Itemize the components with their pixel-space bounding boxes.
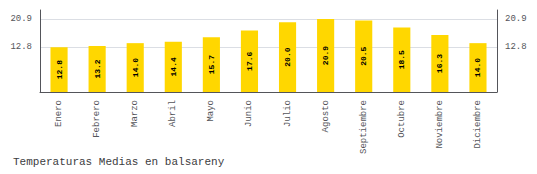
svg-text:20.5: 20.5 (359, 46, 368, 65)
svg-text:Marzo: Marzo (130, 100, 140, 127)
svg-text:20.9: 20.9 (505, 14, 527, 24)
svg-text:Temperaturas Medias en balsare: Temperaturas Medias en balsareny (13, 156, 225, 168)
svg-text:Noviembre: Noviembre (435, 100, 445, 149)
svg-text:Mayo: Mayo (206, 100, 216, 122)
svg-text:20.9: 20.9 (321, 46, 330, 65)
svg-text:12.8: 12.8 (55, 60, 64, 79)
svg-text:Julio: Julio (283, 100, 293, 127)
svg-text:Enero: Enero (54, 100, 64, 127)
svg-text:Junio: Junio (244, 100, 254, 127)
svg-text:Abril: Abril (168, 100, 178, 127)
svg-text:16.3: 16.3 (435, 54, 444, 73)
svg-text:14.0: 14.0 (131, 58, 140, 77)
svg-text:20.0: 20.0 (283, 47, 292, 66)
svg-text:Agosto: Agosto (321, 100, 331, 132)
svg-text:12.8: 12.8 (505, 42, 527, 52)
svg-text:17.6: 17.6 (245, 51, 254, 70)
svg-text:Septiembre: Septiembre (359, 100, 369, 154)
svg-text:14.4: 14.4 (169, 57, 178, 76)
svg-text:Diciembre: Diciembre (473, 100, 483, 149)
svg-text:15.7: 15.7 (207, 55, 216, 74)
svg-text:13.2: 13.2 (93, 59, 102, 78)
svg-text:20.9: 20.9 (10, 14, 32, 24)
svg-text:Octubre: Octubre (397, 100, 407, 138)
svg-text:12.8: 12.8 (10, 42, 32, 52)
svg-text:Febrero: Febrero (92, 100, 102, 138)
svg-text:14.0: 14.0 (473, 58, 482, 77)
svg-text:18.5: 18.5 (397, 50, 406, 69)
